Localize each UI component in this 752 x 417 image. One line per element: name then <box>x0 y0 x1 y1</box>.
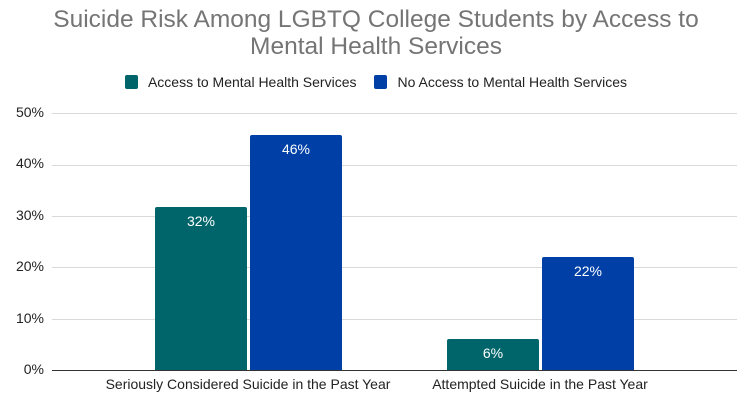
bar-attempted-access[interactable]: 6% <box>447 339 539 370</box>
y-tick-0: 0% <box>23 361 44 377</box>
legend-label-no-access: No Access to Mental Health Services <box>397 74 628 90</box>
gridline-40 <box>52 165 737 166</box>
legend-item-no-access[interactable]: No Access to Mental Health Services <box>374 74 627 90</box>
bar-value-label: 6% <box>482 345 504 361</box>
chart-title-line-2: Mental Health Services <box>250 33 502 60</box>
x-axis-line <box>52 370 737 371</box>
chart-legend: Access to Mental Health Services No Acce… <box>0 74 752 90</box>
y-tick-10: 10% <box>15 310 44 326</box>
y-tick-40: 40% <box>15 155 44 171</box>
gridline-30 <box>52 216 737 217</box>
bar-attempted-no-access[interactable]: 22% <box>542 257 634 370</box>
bar-considered-no-access[interactable]: 46% <box>250 135 342 370</box>
y-tick-50: 50% <box>15 104 44 120</box>
bar-considered-access[interactable]: 32% <box>155 207 247 370</box>
bar-value-label: 22% <box>573 263 603 279</box>
y-tick-20: 20% <box>15 258 44 274</box>
x-category-label-attempted: Attempted Suicide in the Past Year <box>432 376 648 392</box>
legend-label-access: Access to Mental Health Services <box>147 74 357 90</box>
bar-value-label: 32% <box>186 213 216 229</box>
y-tick-30: 30% <box>15 207 44 223</box>
legend-swatch-no-access <box>374 75 388 89</box>
legend-swatch-access <box>124 75 138 89</box>
legend-item-access[interactable]: Access to Mental Health Services <box>124 74 357 90</box>
x-category-label-considered: Seriously Considered Suicide in the Past… <box>105 376 391 392</box>
bar-value-label: 46% <box>281 141 311 157</box>
gridline-10 <box>52 319 737 320</box>
gridline-50 <box>52 113 737 114</box>
chart-title: Suicide Risk Among LGBTQ College Student… <box>0 6 752 60</box>
chart-title-line-1: Suicide Risk Among LGBTQ College Student… <box>53 6 699 33</box>
gridline-20 <box>52 267 737 268</box>
